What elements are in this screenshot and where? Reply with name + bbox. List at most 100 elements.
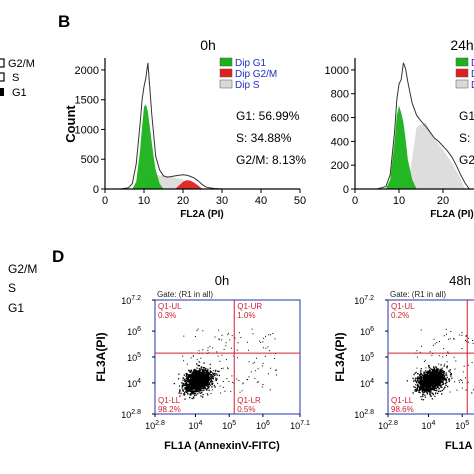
b1-stat: G1: 56.99% — [236, 109, 300, 123]
d1-quadrant-name: Q1-UR — [237, 302, 262, 311]
b1-x-tick-label: 30 — [216, 195, 228, 207]
left-legend-bottom: G2/M S G1 — [8, 262, 37, 315]
d1-quadrant-value: 0.5% — [237, 405, 255, 414]
d2-y-tick-label: 106 — [360, 326, 374, 337]
b2-legend-swatch — [455, 68, 469, 78]
d2-y-tick-label: 102.8 — [354, 409, 374, 420]
b2-legend-label: Dip S — [471, 80, 474, 91]
b1-y-tick-label: 0 — [93, 184, 99, 196]
left-legend-top-2: G1 — [12, 87, 27, 99]
d1-x-tick-label: 104 — [189, 420, 203, 431]
histogram-0h-ylabel: Count — [63, 105, 78, 143]
b1-y-tick-label: 1000 — [75, 124, 99, 136]
b2-y-tick-label: 800 — [331, 89, 349, 101]
d2-event-dots — [406, 328, 474, 401]
b2-y-tick-label: 200 — [331, 160, 349, 172]
d2-x-tick-label: 105 — [455, 420, 469, 431]
histogram-24h-xlabel: FL2A (PI) — [430, 209, 474, 220]
d2-y-tick-label: 104 — [360, 378, 374, 389]
flow-scatter-48h-xlabel: FL1A (AnnexinV-FITC) — [445, 440, 474, 452]
b2-y-tick-label: 400 — [331, 136, 349, 148]
d1-y-tick-label: 102.8 — [121, 409, 141, 420]
d1-x-tick-label: 107.1 — [290, 420, 310, 431]
b1-legend-swatch — [219, 57, 233, 67]
b1-x-tick-label: 10 — [138, 195, 150, 207]
b1-x-tick-label: 40 — [255, 195, 267, 207]
b1-legend-swatch — [219, 79, 233, 89]
b2-y-tick-label: 1000 — [325, 65, 349, 77]
flow-scatter-0h-ylabel: FL3A(PI) — [94, 332, 108, 381]
b2-legend-label: Dip G2/M — [471, 69, 474, 80]
b2-area-dips — [407, 122, 465, 189]
flow-scatter-48h-title: 48h — [449, 273, 471, 288]
flow-scatter-48h-ylabel: FL3A(PI) — [333, 332, 347, 381]
d1-quadrant-value: 98.2% — [158, 405, 181, 414]
d2-gate-label: Gate: (R1 in all) — [390, 290, 446, 299]
d1-y-tick-label: 106 — [127, 326, 141, 337]
d1-quadrant-value: 0.3% — [158, 311, 176, 320]
b1-y-tick-label: 2000 — [75, 65, 99, 77]
d2-x-tick-label: 102.8 — [378, 420, 398, 431]
legend-swatch-g1 — [0, 88, 4, 96]
d1-y-tick-label: 104 — [127, 378, 141, 389]
b2-stat: G2 — [459, 153, 474, 167]
d1-gate-label: Gate: (R1 in all) — [157, 290, 213, 299]
b1-area-dipg1 — [132, 104, 164, 189]
panel-label-d: D — [52, 247, 64, 266]
b2-legend-swatch — [455, 57, 469, 67]
b2-legend-swatch — [455, 79, 469, 89]
legend-swatch-s — [0, 72, 5, 82]
histogram-24h-title: 24h — [450, 37, 473, 53]
d1-quadrant-name: Q1-LR — [237, 396, 261, 405]
d1-plot-frame — [154, 299, 301, 415]
b2-y-tick-label: 600 — [331, 113, 349, 125]
histogram-24h: 24h 0 200 400 600 800 1000 0 10 20 FL2A (PI) Dip… — [325, 37, 474, 220]
left-legend-top: G2/M S G1 — [0, 58, 35, 99]
d1-event-dots — [173, 328, 278, 400]
b2-x-tick-label: 10 — [393, 195, 405, 207]
d1-quadrant-name: Q1-UL — [158, 302, 182, 311]
histogram-0h-xlabel: FL2A (PI) — [180, 209, 224, 220]
b1-legend-swatch — [219, 68, 233, 78]
d2-quadrant-name: Q1-LL — [391, 396, 414, 405]
b2-y-tick-label: 0 — [343, 184, 349, 196]
b2-legend-label: Dip G1 — [471, 58, 474, 69]
d2-quadrant-name: Q1-UL — [391, 302, 415, 311]
d2-x-tick-label: 104 — [422, 420, 436, 431]
b2-histogram-outline — [376, 62, 470, 189]
d2-quadrant-value: 98.6% — [391, 405, 414, 414]
b1-x-tick-label: 50 — [294, 195, 306, 207]
b1-x-tick-label: 20 — [177, 195, 189, 207]
b1-stat: S: 34.88% — [236, 131, 292, 145]
d1-quadrant-name: Q1-LL — [158, 396, 181, 405]
b1-legend-label: Dip S — [235, 80, 260, 91]
d1-quadrant-value: 1.0% — [237, 311, 255, 320]
left-legend-top-0: G2/M — [8, 58, 35, 70]
left-legend-bottom-1: S — [8, 281, 16, 295]
d1-x-tick-label: 102.8 — [145, 420, 165, 431]
left-legend-top-1: S — [12, 72, 19, 84]
flow-scatter-0h-title: 0h — [215, 273, 229, 288]
b1-stat: G2/M: 8.13% — [236, 153, 306, 167]
b1-legend-label: Dip G1 — [235, 58, 267, 69]
b2-area-dipg1 — [385, 105, 417, 189]
flow-scatter-48h: 48h Gate: (R1 in all) Q1-UL0.2% Q1-LL98.6%… — [333, 273, 474, 452]
flow-scatter-0h: 0h Gate: (R1 in all) Q1-UL0.3% Q1-UR1.0% Q1… — [94, 273, 310, 452]
histogram-0h-title: 0h — [200, 37, 216, 53]
b2-x-tick-label: 20 — [437, 195, 449, 207]
b1-x-tick-label: 0 — [102, 195, 108, 207]
b1-area-dipg2m — [175, 180, 203, 189]
histogram-0h: 0h 0 500 1000 1500 2000 0 10 20 30 40 50 Count FL2… — [63, 37, 306, 220]
b2-stat: G1 — [459, 109, 474, 123]
d2-quadrant-value: 0.2% — [391, 311, 409, 320]
b1-y-tick-label: 1500 — [75, 95, 99, 107]
b2-stat: S: — [459, 131, 470, 145]
d1-x-tick-label: 106 — [256, 420, 270, 431]
b1-y-tick-label: 500 — [81, 154, 99, 166]
b1-legend-label: Dip G2/M — [235, 69, 277, 80]
d1-y-tick-label: 107.2 — [121, 295, 141, 306]
d1-x-tick-label: 105 — [222, 420, 236, 431]
d2-y-tick-label: 105 — [360, 352, 374, 363]
d1-y-tick-label: 105 — [127, 352, 141, 363]
